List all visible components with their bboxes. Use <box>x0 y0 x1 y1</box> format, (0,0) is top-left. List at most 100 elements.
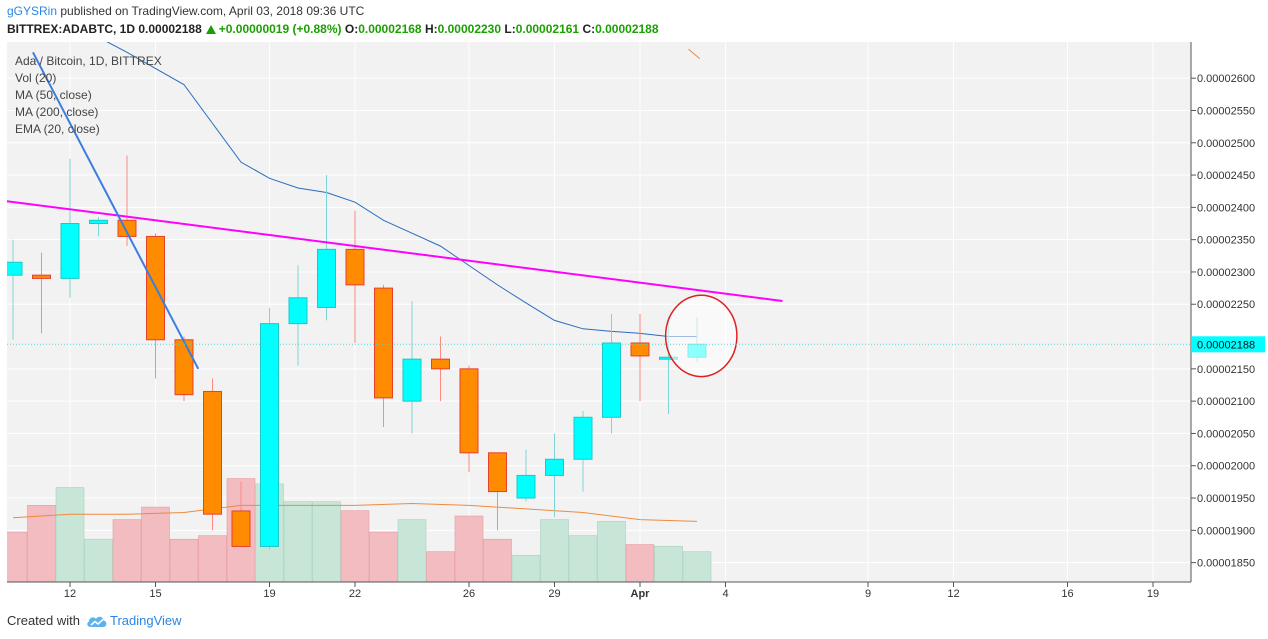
volume-bars <box>7 478 712 582</box>
y-tick-label: 0.00001950 <box>1197 493 1255 505</box>
candle <box>32 252 51 334</box>
volume-bar <box>654 546 683 582</box>
volume-bar <box>369 531 398 582</box>
y-tick-label: 0.00002250 <box>1197 299 1255 311</box>
volume-bar <box>7 531 28 582</box>
x-tick-label: 12 <box>64 588 76 600</box>
x-tick-label: 4 <box>722 588 728 600</box>
volume-bar <box>340 510 370 582</box>
y-tick-label: 0.00002000 <box>1197 461 1255 473</box>
candle <box>630 313 650 402</box>
last-price-tag <box>1192 336 1265 353</box>
close-label: C: <box>582 22 596 36</box>
candle-body <box>516 474 536 499</box>
candle-body <box>402 358 422 402</box>
volume-bar <box>397 519 427 582</box>
candle-body <box>488 452 507 493</box>
x-tick-label: 12 <box>947 588 959 600</box>
blue-trendline <box>32 51 200 370</box>
author-link[interactable]: gGYSRin <box>7 4 58 18</box>
plot-area <box>7 42 1191 582</box>
ema-line <box>106 42 697 338</box>
high-value: 0.00002230 <box>437 22 502 36</box>
y-tick-label: 0.00002300 <box>1197 267 1255 279</box>
symbol-label: BITTREX:ADABTC, 1D <box>7 22 135 36</box>
candle-body <box>174 339 194 396</box>
candle-body <box>203 390 222 515</box>
x-tick-label: 22 <box>349 588 361 600</box>
candle <box>260 307 279 550</box>
candle <box>345 210 365 344</box>
volume-bar <box>483 538 512 582</box>
low-value: 0.00002161 <box>515 22 580 36</box>
volume-bar <box>141 506 170 582</box>
published-text: published on TradingView.com, April 03, … <box>60 4 365 18</box>
volume-bar <box>198 535 227 582</box>
last-price-tag-label: 0.00002188 <box>1197 339 1255 351</box>
candle-body <box>7 261 23 276</box>
legend-item-ma50[interactable]: MA (50, close) <box>15 88 92 102</box>
candle <box>7 239 23 340</box>
candle <box>317 175 336 321</box>
volume-bar <box>312 501 341 582</box>
legend-item-ma200[interactable]: MA (200, close) <box>15 105 99 119</box>
y-tick-label: 0.00002500 <box>1197 138 1255 150</box>
high-label: H: <box>424 22 438 36</box>
volume-ma-line <box>12 503 698 522</box>
publish-info: gGYSRin published on TradingView.com, Ap… <box>7 4 364 18</box>
legend-item-volume[interactable]: Vol (20) <box>15 71 57 85</box>
open-label: O: <box>344 22 359 36</box>
candle <box>89 217 108 237</box>
candle-body <box>345 248 365 286</box>
volume-bar <box>454 515 484 582</box>
legend-item-ema20[interactable]: EMA (20, close) <box>15 122 100 136</box>
candle-body <box>573 416 593 460</box>
volume-bar <box>84 538 113 582</box>
candle-body <box>317 248 336 308</box>
candle <box>60 158 80 298</box>
x-tick-label: 29 <box>548 588 560 600</box>
x-tick-label: 15 <box>149 588 161 600</box>
open-value: 0.00002168 <box>358 22 422 36</box>
volume-bar <box>511 554 541 582</box>
highlight-circle <box>664 294 738 378</box>
candle-body <box>260 323 279 547</box>
volume-bar <box>426 551 455 582</box>
candle <box>374 284 393 427</box>
y-tick-label: 0.00002450 <box>1197 170 1255 182</box>
chart-header: gGYSRin published on TradingView.com, Ap… <box>0 0 1268 42</box>
ohlc-line: BITTREX:ADABTC, 1D 0.00002188 +0.00000019… <box>7 22 659 36</box>
orange-line-segment <box>688 48 701 60</box>
last-price: 0.00002188 <box>138 22 202 36</box>
candle <box>516 449 536 502</box>
tradingview-link[interactable]: TradingView <box>109 613 182 628</box>
volume-bar <box>568 535 598 582</box>
candle-body <box>374 287 393 399</box>
y-tick-label: 0.00001850 <box>1197 558 1255 570</box>
x-tick-label: 19 <box>1147 588 1159 600</box>
y-tick-label: 0.00002350 <box>1197 235 1255 247</box>
y-tick-label: 0.00002050 <box>1197 428 1255 440</box>
candle <box>459 365 479 473</box>
low-label: L: <box>504 22 516 36</box>
chart-legend: Ada / Bitcoin, 1D, BITTREX Vol (20) MA (… <box>15 53 162 138</box>
magenta-trendline <box>7 200 783 303</box>
candle <box>488 452 507 531</box>
candle <box>602 313 621 434</box>
y-tick-label: 0.00002100 <box>1197 396 1255 408</box>
x-tick-label: 26 <box>463 588 475 600</box>
legend-title: Ada / Bitcoin, 1D, BITTREX <box>15 54 162 68</box>
candle-body <box>459 368 479 454</box>
volume-bar <box>682 551 712 582</box>
candle-body <box>630 342 650 357</box>
candle <box>545 433 564 518</box>
candle <box>288 265 308 366</box>
candle <box>203 378 222 531</box>
candle-body <box>32 274 51 279</box>
volume-bar <box>112 519 142 582</box>
x-tick-label: 19 <box>263 588 275 600</box>
x-tick-label: Apr <box>631 588 651 600</box>
candle <box>573 410 593 492</box>
x-tick-label: 16 <box>1061 588 1073 600</box>
